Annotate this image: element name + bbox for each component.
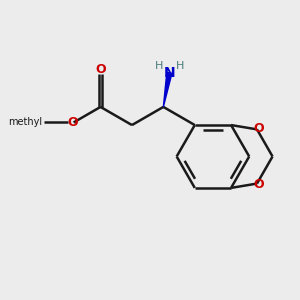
Text: O: O — [254, 122, 264, 135]
Polygon shape — [164, 72, 172, 107]
Text: O: O — [68, 116, 78, 129]
Text: H: H — [155, 61, 163, 71]
Text: O: O — [95, 63, 106, 76]
Text: N: N — [164, 66, 175, 80]
Text: O: O — [254, 178, 264, 191]
Text: methyl: methyl — [8, 118, 43, 128]
Text: H: H — [176, 61, 184, 71]
